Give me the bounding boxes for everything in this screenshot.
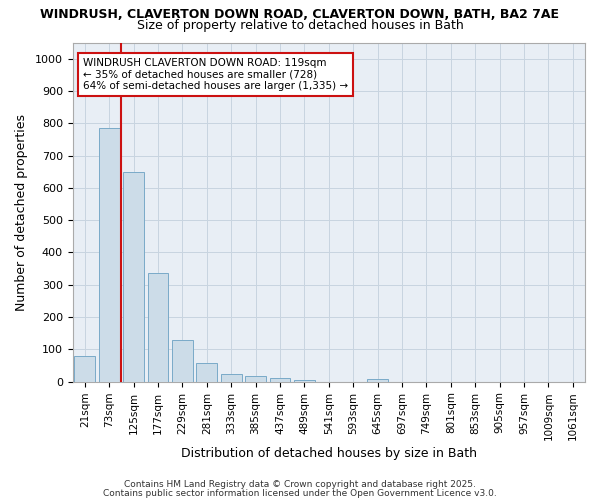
Bar: [196, 364, 217, 382]
Bar: [172, 340, 193, 382]
X-axis label: Distribution of detached houses by size in Bath: Distribution of detached houses by size …: [181, 447, 477, 460]
Bar: [148, 274, 169, 382]
Text: WINDRUSH CLAVERTON DOWN ROAD: 119sqm
← 35% of detached houses are smaller (728)
: WINDRUSH CLAVERTON DOWN ROAD: 119sqm ← 3…: [83, 58, 348, 91]
Bar: [367, 379, 388, 382]
Bar: [245, 376, 266, 382]
Bar: [221, 374, 242, 382]
Text: WINDRUSH, CLAVERTON DOWN ROAD, CLAVERTON DOWN, BATH, BA2 7AE: WINDRUSH, CLAVERTON DOWN ROAD, CLAVERTON…: [41, 8, 560, 20]
Y-axis label: Number of detached properties: Number of detached properties: [15, 114, 28, 310]
Bar: [123, 172, 144, 382]
Bar: [74, 356, 95, 382]
Text: Contains public sector information licensed under the Open Government Licence v3: Contains public sector information licen…: [103, 488, 497, 498]
Text: Contains HM Land Registry data © Crown copyright and database right 2025.: Contains HM Land Registry data © Crown c…: [124, 480, 476, 489]
Bar: [269, 378, 290, 382]
Bar: [99, 128, 119, 382]
Text: Size of property relative to detached houses in Bath: Size of property relative to detached ho…: [137, 18, 463, 32]
Bar: [294, 380, 315, 382]
